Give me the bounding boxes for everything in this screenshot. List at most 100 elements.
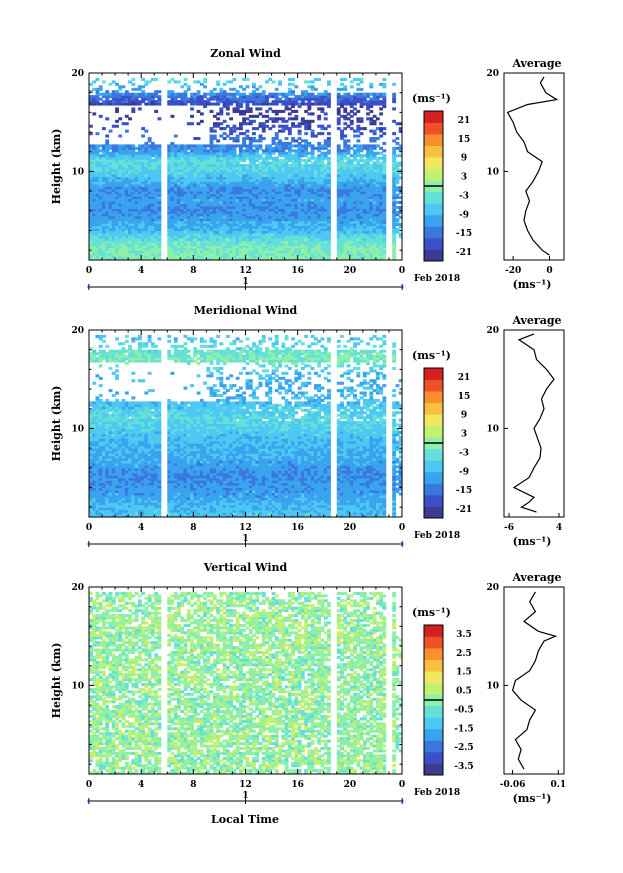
heatmap-cell	[239, 235, 243, 239]
heatmap-cell	[225, 112, 230, 116]
heatmap-cell	[196, 220, 201, 224]
heatmap-cell	[239, 247, 243, 251]
heatmap-cell	[105, 255, 110, 259]
heatmap-cell	[359, 117, 364, 121]
heatmap-cell	[115, 144, 119, 148]
heatmap-cell	[118, 188, 123, 192]
heatmap-cell	[115, 124, 119, 128]
heatmap-cell	[284, 171, 289, 175]
heatmap-cell	[154, 228, 159, 232]
heatmap-cell	[323, 247, 328, 251]
heatmap-cell	[183, 82, 188, 86]
heatmap-cell	[343, 134, 348, 138]
heatmap-cell	[124, 183, 129, 187]
heatmap-cell	[167, 240, 172, 244]
heatmap-cell	[115, 196, 119, 200]
heatmap-cell	[222, 237, 227, 241]
heatmap-cell	[274, 146, 279, 150]
heatmap-cell	[304, 169, 309, 173]
heatmap-cell	[203, 171, 207, 175]
heatmap-cell	[258, 196, 263, 200]
heatmap-cell	[196, 208, 201, 212]
heatmap-cell	[278, 250, 282, 254]
heatmap-cell	[144, 141, 149, 145]
heatmap-cell	[206, 183, 211, 187]
heatmap-cell	[144, 171, 149, 175]
heatmap-cell	[180, 255, 185, 259]
heatmap-cell	[225, 154, 230, 158]
heatmap-cell	[105, 225, 110, 229]
heatmap-cell	[248, 228, 253, 232]
heatmap-cell	[294, 154, 299, 158]
heatmap-cell	[248, 208, 253, 212]
heatmap-cell	[199, 198, 204, 202]
heatmap-cell	[111, 164, 116, 168]
heatmap-cell	[219, 112, 224, 116]
heatmap-cell	[128, 169, 132, 173]
heatmap-cell	[105, 228, 110, 232]
heatmap-cell	[115, 218, 119, 222]
heatmap-cell	[346, 166, 351, 170]
heatmap-cell	[157, 166, 162, 170]
heatmap-cell	[346, 97, 351, 101]
heatmap-cell	[349, 252, 354, 256]
heatmap-cell	[219, 156, 224, 160]
heatmap-cell	[382, 82, 387, 86]
heatmap-cell	[154, 171, 159, 175]
heatmap-cell	[343, 144, 348, 148]
heatmap-cell	[212, 196, 217, 200]
heatmap-cell	[95, 218, 100, 222]
heatmap-cell	[190, 164, 194, 168]
heatmap-cell	[216, 80, 221, 84]
heatmap-cell	[265, 235, 269, 239]
heatmap-cell	[89, 95, 93, 99]
heatmap-cell	[154, 215, 159, 219]
heatmap-cell	[216, 92, 221, 96]
heatmap-cell	[248, 181, 253, 185]
heatmap-cell	[131, 200, 136, 204]
heatmap-cell	[349, 80, 354, 84]
heatmap-cell	[353, 171, 357, 175]
heatmap-cell	[359, 188, 364, 192]
heatmap-cell	[304, 257, 309, 261]
heatmap-cell	[284, 228, 289, 232]
heatmap-cell	[327, 166, 331, 170]
heatmap-cell	[356, 186, 361, 190]
heatmap-cell	[147, 252, 152, 256]
heatmap-cell	[186, 250, 191, 254]
heatmap-cell	[137, 85, 142, 89]
heatmap-cell	[258, 255, 263, 259]
heatmap-cell	[245, 237, 250, 241]
heatmap-cell	[353, 183, 357, 187]
heatmap-cell	[310, 102, 315, 106]
heatmap-cell	[180, 154, 185, 158]
heatmap-cell	[203, 188, 207, 192]
heatmap-cell	[271, 198, 276, 202]
heatmap-cell	[287, 164, 292, 168]
heatmap-cell	[150, 102, 155, 106]
heatmap-cell	[278, 255, 282, 259]
heatmap-cell	[196, 161, 201, 165]
heatmap-cell	[340, 235, 344, 239]
heatmap-cell	[265, 210, 269, 214]
heatmap-cell	[258, 166, 263, 170]
heatmap-cell	[180, 178, 185, 182]
heatmap-cell	[144, 215, 149, 219]
heatmap-cell	[248, 100, 253, 104]
heatmap-cell	[212, 235, 217, 239]
heatmap-cell	[199, 247, 204, 251]
heatmap-cell	[307, 215, 312, 219]
heatmap-cell	[216, 149, 221, 153]
heatmap-cell	[206, 191, 211, 195]
heatmap-cell	[343, 95, 348, 99]
heatmap-cell	[317, 169, 322, 173]
heatmap-cell	[310, 218, 315, 222]
heatmap-cell	[268, 230, 273, 234]
heatmap-cell	[336, 257, 341, 261]
heatmap-cell	[173, 200, 178, 204]
heatmap-cell	[336, 107, 341, 111]
heatmap-cell	[95, 193, 100, 197]
heatmap-cell	[105, 159, 110, 163]
heatmap-cell	[320, 102, 325, 106]
heatmap-cell	[206, 176, 211, 180]
